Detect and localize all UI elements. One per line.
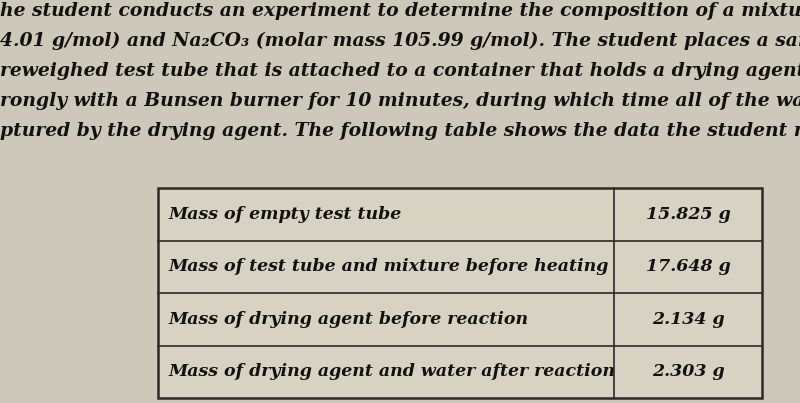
Text: he student conducts an experiment to determine the composition of a mixture of N: he student conducts an experiment to det… — [0, 2, 800, 20]
Text: 4.01 g/mol) and Na₂CO₃ (molar mass 105.99 g/mol). The student places a sample of: 4.01 g/mol) and Na₂CO₃ (molar mass 105.9… — [0, 32, 800, 50]
Text: 15.825 g: 15.825 g — [646, 206, 730, 223]
Text: 17.648 g: 17.648 g — [646, 258, 730, 275]
Text: 2.134 g: 2.134 g — [652, 311, 724, 328]
Text: 2.303 g: 2.303 g — [652, 363, 724, 380]
Text: reweighed test tube that is attached to a container that holds a drying agent. T: reweighed test tube that is attached to … — [0, 62, 800, 80]
Text: Mass of test tube and mixture before heating: Mass of test tube and mixture before hea… — [168, 258, 608, 275]
Bar — [158, 188, 762, 398]
Text: Mass of empty test tube: Mass of empty test tube — [168, 206, 402, 223]
Text: Mass of drying agent and water after reaction: Mass of drying agent and water after rea… — [168, 363, 615, 380]
Text: ptured by the drying agent. The following table shows the data the student recor: ptured by the drying agent. The followin… — [0, 122, 800, 140]
Bar — [158, 188, 762, 398]
Text: Mass of drying agent before reaction: Mass of drying agent before reaction — [168, 311, 528, 328]
Text: rongly with a Bunsen burner for 10 minutes, during which time all of the water p: rongly with a Bunsen burner for 10 minut… — [0, 92, 800, 110]
